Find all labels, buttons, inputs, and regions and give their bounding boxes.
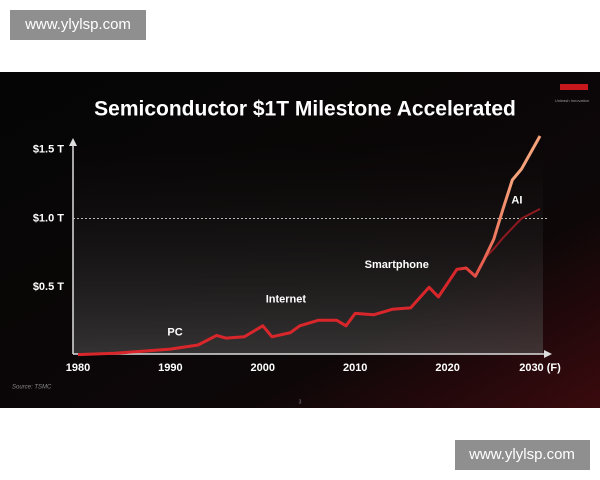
- source: Source: TSMC: [12, 385, 52, 391]
- x-tick-label: 2010: [343, 362, 367, 374]
- logo: [560, 84, 588, 90]
- annotation: AI: [511, 195, 522, 207]
- watermark-box: [10, 10, 146, 40]
- y-tick-label: $1.0 T: [33, 212, 64, 224]
- watermark: www.ylylsp.com: [24, 16, 131, 33]
- x-tick-label: 2020: [435, 362, 459, 374]
- chart-title: Semiconductor $1T Milestone Accelerated: [94, 98, 516, 121]
- y-tick-label: $1.5 T: [33, 144, 64, 156]
- y-axis-arrow: [69, 138, 77, 146]
- plot-area: [73, 140, 543, 354]
- page-number: 3: [299, 399, 302, 405]
- tagline: Unleash Innovation: [555, 98, 589, 103]
- x-tick-label: 2030 (F): [519, 362, 561, 374]
- x-tick-label: 2000: [251, 362, 275, 374]
- annotation: Internet: [266, 294, 307, 306]
- series-line: [77, 135, 542, 357]
- y-tick-label: $0.5 T: [33, 281, 64, 293]
- annotation: Smartphone: [365, 259, 429, 271]
- x-axis-arrow: [544, 350, 552, 358]
- x-tick-label: 1980: [66, 362, 90, 374]
- x-tick-label: 1990: [158, 362, 182, 374]
- annotation: PC: [167, 327, 182, 339]
- watermark-box: [455, 440, 590, 470]
- series-line: [483, 208, 541, 260]
- watermark: www.ylylsp.com: [468, 446, 575, 463]
